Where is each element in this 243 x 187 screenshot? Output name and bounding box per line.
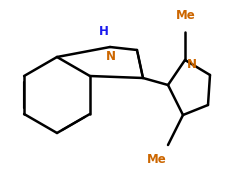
- Text: N: N: [106, 50, 116, 63]
- Text: H: H: [99, 25, 109, 38]
- Text: N: N: [187, 57, 197, 70]
- Text: Me: Me: [147, 153, 167, 166]
- Text: Me: Me: [176, 9, 196, 22]
